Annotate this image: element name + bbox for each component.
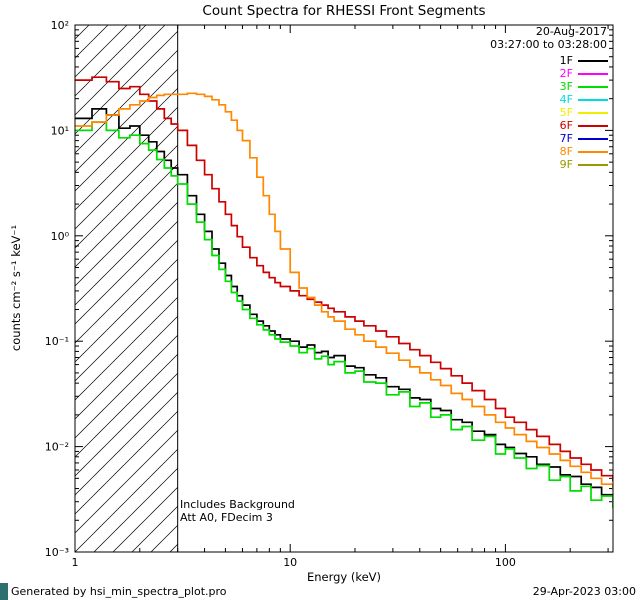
y-tick-label: 10⁰ <box>51 230 70 243</box>
legend-line-swatch <box>578 111 608 114</box>
x-tick-label: 1 <box>72 556 79 569</box>
x-tick-label: 10 <box>283 556 297 569</box>
chart-title: Count Spectra for RHESSI Front Segments <box>202 3 486 19</box>
y-tick-label: 10⁻² <box>45 441 69 454</box>
legend-label: 1F <box>559 54 573 67</box>
legend-line-swatch <box>578 150 608 153</box>
corner-mark <box>0 583 8 600</box>
y-axis-label: counts cm⁻² s⁻¹ keV⁻¹ <box>9 224 23 352</box>
legend-item-8F: 8F <box>560 145 608 158</box>
legend-label: 7F <box>559 132 573 145</box>
observation-time-range: 03:27:00 to 03:28:00 <box>490 38 607 51</box>
legend-label: 3F <box>559 80 573 93</box>
plot-annotations: Includes Background Att A0, FDecim 3 <box>180 498 295 524</box>
spectrum-curve-8F <box>75 92 613 490</box>
legend-label: 4F <box>559 93 573 106</box>
y-tick-label: 10² <box>51 19 69 32</box>
legend-item-1F: 1F <box>560 54 608 67</box>
footer-generator: Generated by hsi_min_spectra_plot.pro <box>11 585 227 598</box>
legend-line-swatch <box>578 137 608 140</box>
legend-item-5F: 5F <box>560 106 608 119</box>
legend-item-4F: 4F <box>560 93 608 106</box>
legend-line-swatch <box>578 163 608 166</box>
legend-line-swatch <box>578 59 608 62</box>
y-tick-label: 10¹ <box>51 124 69 137</box>
legend-label: 5F <box>559 106 573 119</box>
legend-line-swatch <box>578 72 608 75</box>
x-tick-label: 100 <box>495 556 516 569</box>
y-tick-label: 10⁻³ <box>45 546 69 559</box>
hatch-region <box>75 25 178 552</box>
legend-line-swatch <box>578 85 608 88</box>
legend-label: 9F <box>559 158 573 171</box>
plot-frame <box>74 24 614 553</box>
footer-timestamp: 29-Apr-2023 03:00 <box>532 585 636 598</box>
spectrum-curve-3F <box>75 121 613 509</box>
observation-date: 20-Aug-2017 <box>535 25 607 38</box>
legend-item-9F: 9F <box>560 158 608 171</box>
legend: 1F 2F 3F 4F 5F 6F 7F 8F 9F <box>560 54 608 171</box>
legend-label: 8F <box>559 145 573 158</box>
x-axis-label: Energy (keV) <box>306 570 382 584</box>
legend-item-2F: 2F <box>560 67 608 80</box>
annotation-attenuator: Att A0, FDecim 3 <box>180 511 273 524</box>
observation-datetime: 20-Aug-2017 03:27:00 to 03:28:00 <box>490 25 607 51</box>
legend-label: 2F <box>559 67 573 80</box>
legend-label: 6F <box>559 119 573 132</box>
legend-item-3F: 3F <box>560 80 608 93</box>
legend-line-swatch <box>578 98 608 101</box>
y-tick-label: 10⁻¹ <box>45 335 69 348</box>
annotation-background: Includes Background <box>180 498 295 511</box>
legend-item-7F: 7F <box>560 132 608 145</box>
legend-line-swatch <box>578 124 608 127</box>
legend-item-6F: 6F <box>560 119 608 132</box>
